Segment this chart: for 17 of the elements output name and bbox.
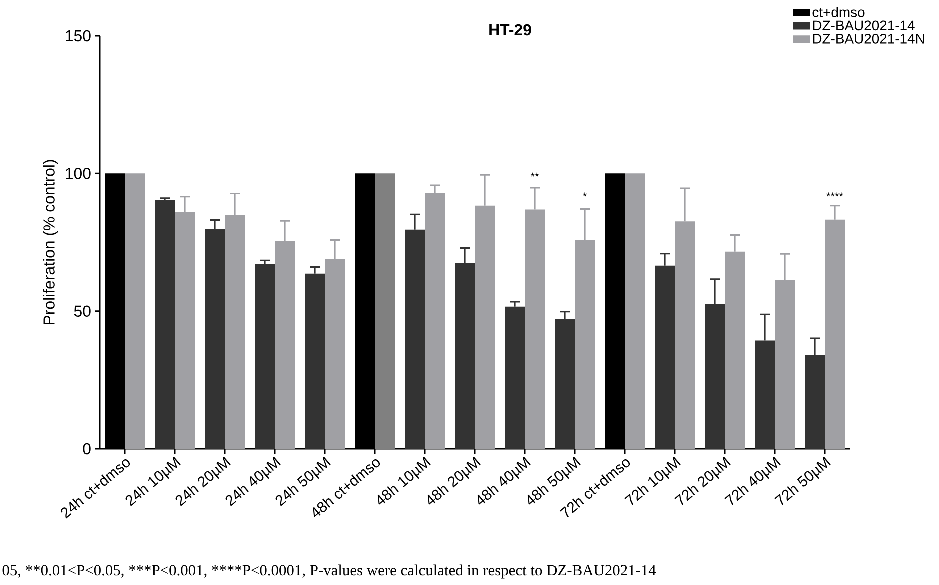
bar [155, 200, 175, 449]
y-tick-label: 0 [83, 443, 91, 455]
legend-label: DZ-BAU2021-14 [813, 20, 915, 31]
annotation: ** [530, 172, 540, 177]
y-tick-label: 50 [74, 306, 91, 317]
annotation: **** [826, 192, 844, 197]
text: 05, **0.01<P<0.05, ***P<0.001, ****P<0.0001, P-values were calculated in respect to DZ-BAU2021-14 [2, 564, 656, 579]
y-tick-label: 150 [66, 30, 91, 42]
annotation: * [583, 192, 587, 197]
y-axis-title: Proliferation (% control) [43, 160, 58, 324]
chart-title: HT-29 [490, 24, 532, 36]
bar [125, 174, 145, 449]
bar [375, 174, 396, 449]
y-tick-label: 100 [66, 168, 91, 180]
legend-label: DZ-BAU2021-14N [813, 34, 924, 44]
bar [625, 174, 646, 449]
legend-label: ct+dmso [812, 7, 865, 18]
